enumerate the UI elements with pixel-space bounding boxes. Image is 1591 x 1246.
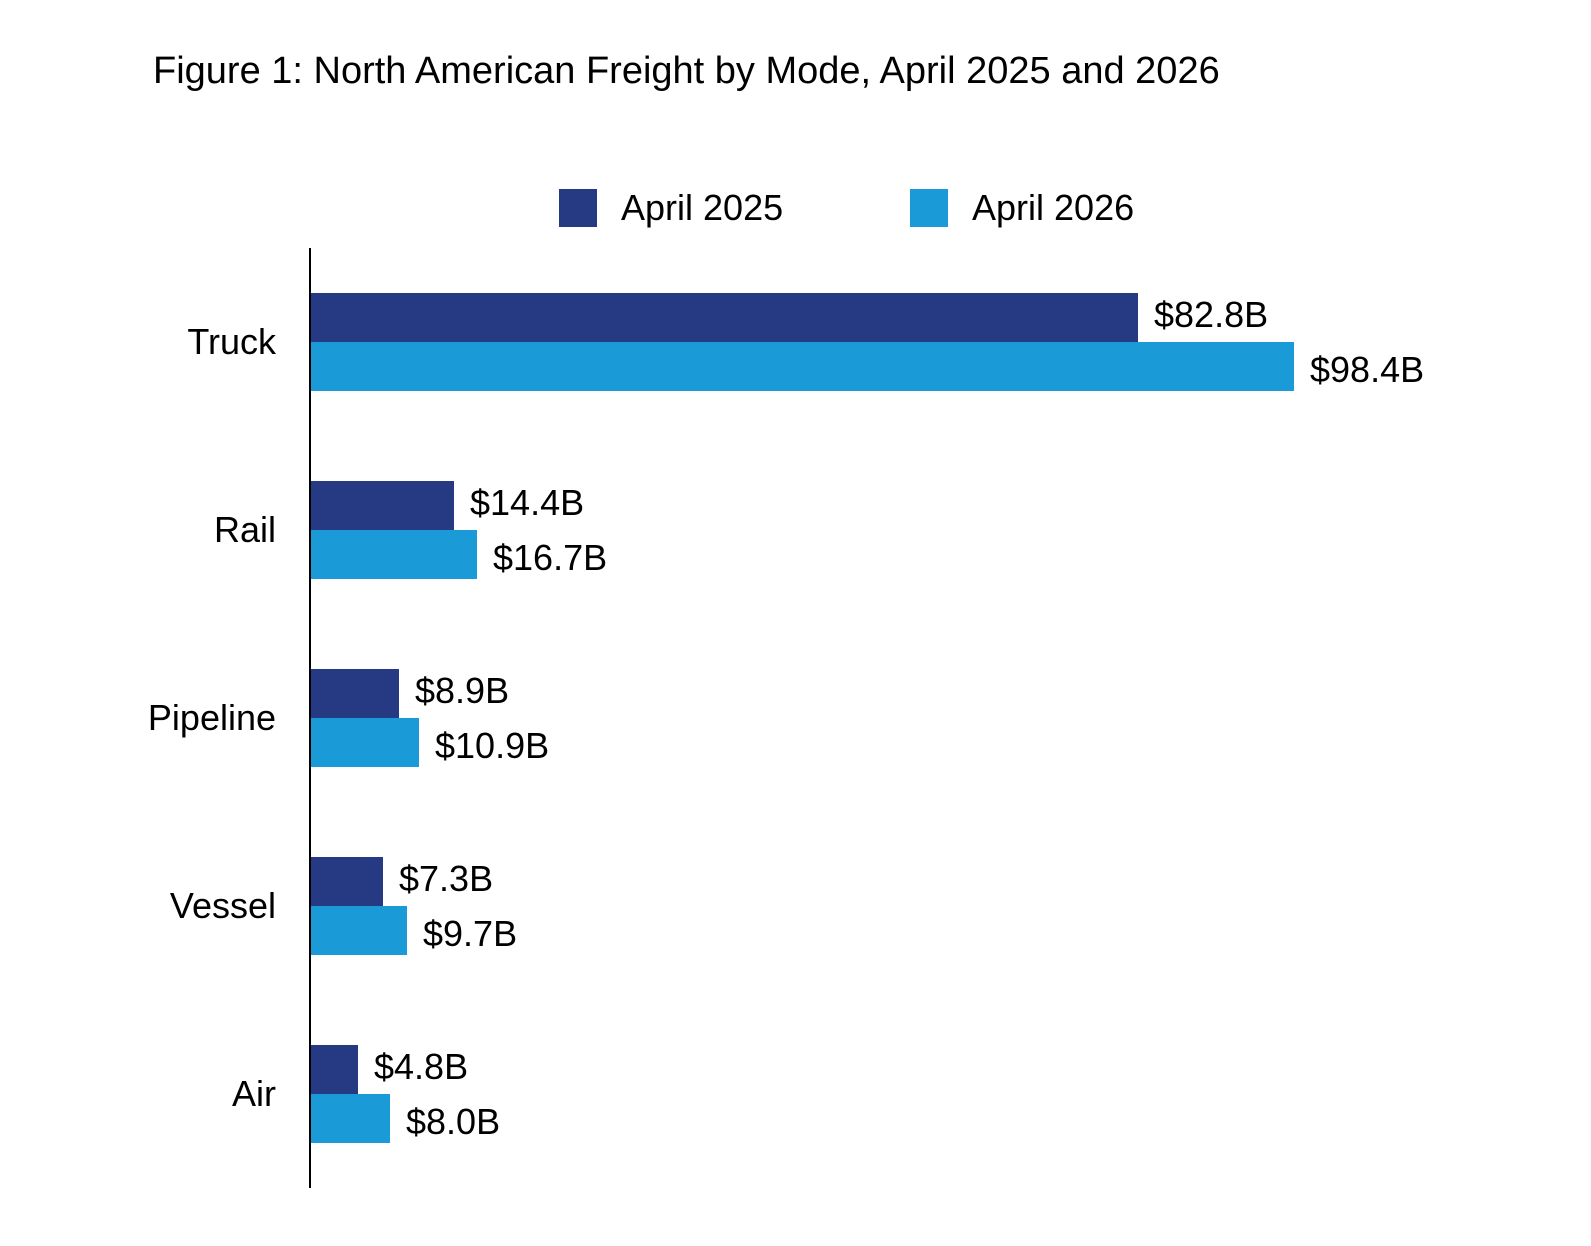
bar-vessel-april-2026 (310, 906, 407, 955)
bar-pipeline-april-2026 (310, 718, 419, 767)
data-label-rail-april-2026: $16.7B (493, 537, 607, 578)
bar-rail-april-2025 (310, 481, 454, 530)
legend-label-april-2025: April 2025 (621, 187, 784, 228)
category-label-truck: Truck (187, 321, 277, 362)
data-label-pipeline-april-2025: $8.9B (415, 670, 509, 711)
category-label-vessel: Vessel (170, 885, 276, 926)
legend-swatch-april-2025 (559, 189, 597, 227)
data-label-air-april-2026: $8.0B (406, 1101, 500, 1142)
data-label-truck-april-2025: $82.8B (1154, 294, 1268, 335)
bar-rail-april-2026 (310, 530, 477, 579)
bar-vessel-april-2025 (310, 857, 383, 906)
data-label-rail-april-2025: $14.4B (470, 482, 584, 523)
category-label-rail: Rail (214, 509, 276, 550)
bar-truck-april-2025 (310, 293, 1138, 342)
data-label-truck-april-2026: $98.4B (1310, 349, 1424, 390)
legend-label-april-2026: April 2026 (972, 187, 1135, 228)
data-label-pipeline-april-2026: $10.9B (435, 725, 549, 766)
data-label-vessel-april-2025: $7.3B (399, 858, 493, 899)
bar-truck-april-2026 (310, 342, 1294, 391)
bar-pipeline-april-2025 (310, 669, 399, 718)
bar-air-april-2025 (310, 1045, 358, 1094)
data-label-vessel-april-2026: $9.7B (423, 913, 517, 954)
bar-air-april-2026 (310, 1094, 390, 1143)
data-label-air-april-2025: $4.8B (374, 1046, 468, 1087)
legend-item-april-2025: April 2025 (559, 186, 783, 230)
legend-swatch-april-2026 (910, 189, 948, 227)
chart-title: Figure 1: North American Freight by Mode… (153, 50, 1220, 92)
category-label-pipeline: Pipeline (148, 697, 276, 738)
category-label-air: Air (232, 1073, 276, 1114)
legend-item-april-2026: April 2026 (910, 186, 1134, 230)
legend: April 2025 April 2026 (0, 186, 1591, 230)
